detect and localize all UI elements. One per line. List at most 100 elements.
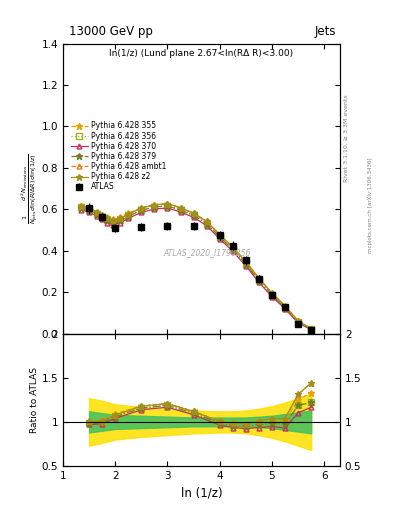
Pythia 6.428 ambt1 (165, 201, 170, 207)
Pythia 6.428 356 (139, 207, 144, 214)
Pythia 6.428 356 (283, 305, 287, 311)
Pythia 6.428 356 (204, 221, 209, 227)
Pythia 6.428 z2 (270, 290, 274, 296)
Pythia 6.428 z2 (296, 318, 301, 324)
Pythia 6.428 z2 (139, 205, 144, 211)
Y-axis label: $\frac{1}{N_{\mathrm{jets}}}\frac{d^2 N_{\mathrm{emissions}}}{d\ln(R/\Delta R)\,: $\frac{1}{N_{\mathrm{jets}}}\frac{d^2 N_… (19, 153, 40, 224)
Pythia 6.428 z2 (152, 202, 157, 208)
Pythia 6.428 z2 (178, 205, 183, 211)
Pythia 6.428 ambt1 (204, 219, 209, 225)
Pythia 6.428 355 (296, 318, 301, 325)
Pythia 6.428 ambt1 (139, 205, 144, 211)
Pythia 6.428 379 (244, 261, 248, 267)
Pythia 6.428 370 (165, 205, 170, 211)
Pythia 6.428 355 (118, 214, 123, 220)
Pythia 6.428 356 (178, 207, 183, 213)
Pythia 6.428 370 (139, 209, 144, 216)
Pythia 6.428 z2 (79, 203, 84, 209)
Pythia 6.428 356 (244, 261, 248, 267)
Line: Pythia 6.428 ambt1: Pythia 6.428 ambt1 (79, 201, 314, 331)
Pythia 6.428 ambt1 (309, 326, 314, 332)
Line: Pythia 6.428 379: Pythia 6.428 379 (78, 203, 314, 332)
Pythia 6.428 ambt1 (126, 211, 130, 217)
Pythia 6.428 356 (110, 219, 115, 225)
Pythia 6.428 355 (244, 259, 248, 265)
Pythia 6.428 355 (100, 211, 105, 218)
Pythia 6.428 370 (191, 215, 196, 221)
Pythia 6.428 355 (230, 244, 235, 250)
Pythia 6.428 z2 (87, 205, 92, 211)
Text: ln(1/z) (Lund plane 2.67<ln(RΔ R)<3.00): ln(1/z) (Lund plane 2.67<ln(RΔ R)<3.00) (109, 49, 294, 58)
Line: Pythia 6.428 370: Pythia 6.428 370 (79, 206, 314, 332)
Pythia 6.428 379 (126, 213, 130, 219)
Pythia 6.428 z2 (191, 210, 196, 216)
Pythia 6.428 356 (105, 217, 110, 223)
Text: Rivet 3.1.10, ≥ 3.3M events: Rivet 3.1.10, ≥ 3.3M events (344, 94, 349, 182)
Pythia 6.428 355 (126, 210, 130, 216)
Pythia 6.428 379 (105, 218, 110, 224)
Pythia 6.428 z2 (283, 303, 287, 309)
Y-axis label: Ratio to ATLAS: Ratio to ATLAS (29, 367, 39, 433)
Pythia 6.428 355 (139, 205, 144, 211)
Pythia 6.428 379 (283, 305, 287, 311)
Pythia 6.428 ambt1 (283, 303, 287, 309)
Pythia 6.428 370 (110, 222, 115, 228)
Pythia 6.428 379 (110, 220, 115, 226)
Pythia 6.428 379 (94, 211, 99, 217)
Pythia 6.428 356 (165, 203, 170, 209)
Pythia 6.428 356 (191, 212, 196, 218)
Pythia 6.428 ambt1 (178, 205, 183, 211)
Pythia 6.428 370 (296, 320, 301, 326)
Pythia 6.428 355 (283, 304, 287, 310)
Pythia 6.428 370 (105, 220, 110, 226)
Pythia 6.428 370 (244, 263, 248, 269)
Pythia 6.428 379 (191, 212, 196, 218)
Pythia 6.428 z2 (257, 275, 261, 282)
Pythia 6.428 z2 (105, 216, 110, 222)
Pythia 6.428 ambt1 (87, 205, 92, 211)
Text: mcplots.cern.ch [arXiv:1306.3436]: mcplots.cern.ch [arXiv:1306.3436] (368, 157, 373, 252)
Pythia 6.428 ambt1 (110, 218, 115, 224)
X-axis label: ln (1/z): ln (1/z) (181, 486, 222, 499)
Pythia 6.428 356 (87, 207, 92, 213)
Pythia 6.428 z2 (94, 209, 99, 215)
Pythia 6.428 370 (283, 306, 287, 312)
Pythia 6.428 370 (79, 207, 84, 213)
Pythia 6.428 ambt1 (94, 209, 99, 215)
Pythia 6.428 355 (165, 201, 170, 207)
Pythia 6.428 ambt1 (296, 318, 301, 324)
Pythia 6.428 z2 (110, 218, 115, 224)
Pythia 6.428 ambt1 (217, 232, 222, 238)
Text: Jets: Jets (314, 25, 336, 37)
Pythia 6.428 379 (87, 207, 92, 213)
Pythia 6.428 379 (139, 207, 144, 214)
Pythia 6.428 355 (94, 209, 99, 216)
Line: Pythia 6.428 z2: Pythia 6.428 z2 (78, 201, 314, 332)
Pythia 6.428 z2 (204, 219, 209, 225)
Pythia 6.428 370 (100, 217, 105, 223)
Text: 13000 GeV pp: 13000 GeV pp (69, 25, 152, 37)
Pythia 6.428 355 (217, 232, 222, 238)
Pythia 6.428 379 (217, 234, 222, 240)
Pythia 6.428 ambt1 (105, 216, 110, 222)
Pythia 6.428 ambt1 (100, 212, 105, 218)
Legend: Pythia 6.428 355, Pythia 6.428 356, Pythia 6.428 370, Pythia 6.428 379, Pythia 6: Pythia 6.428 355, Pythia 6.428 356, Pyth… (70, 120, 168, 193)
Pythia 6.428 370 (270, 293, 274, 300)
Pythia 6.428 379 (165, 203, 170, 209)
Pythia 6.428 ambt1 (152, 202, 157, 208)
Pythia 6.428 356 (94, 211, 99, 217)
Pythia 6.428 z2 (244, 259, 248, 265)
Pythia 6.428 370 (230, 248, 235, 254)
Pythia 6.428 z2 (230, 244, 235, 250)
Pythia 6.428 z2 (165, 201, 170, 207)
Pythia 6.428 379 (230, 246, 235, 252)
Pythia 6.428 379 (178, 207, 183, 213)
Pythia 6.428 379 (270, 292, 274, 298)
Pythia 6.428 ambt1 (230, 244, 235, 250)
Pythia 6.428 370 (126, 216, 130, 222)
Pythia 6.428 356 (257, 278, 261, 284)
Text: ATLAS_2020_I1790256: ATLAS_2020_I1790256 (163, 248, 251, 257)
Pythia 6.428 355 (79, 203, 84, 209)
Pythia 6.428 370 (217, 236, 222, 242)
Pythia 6.428 355 (110, 216, 115, 222)
